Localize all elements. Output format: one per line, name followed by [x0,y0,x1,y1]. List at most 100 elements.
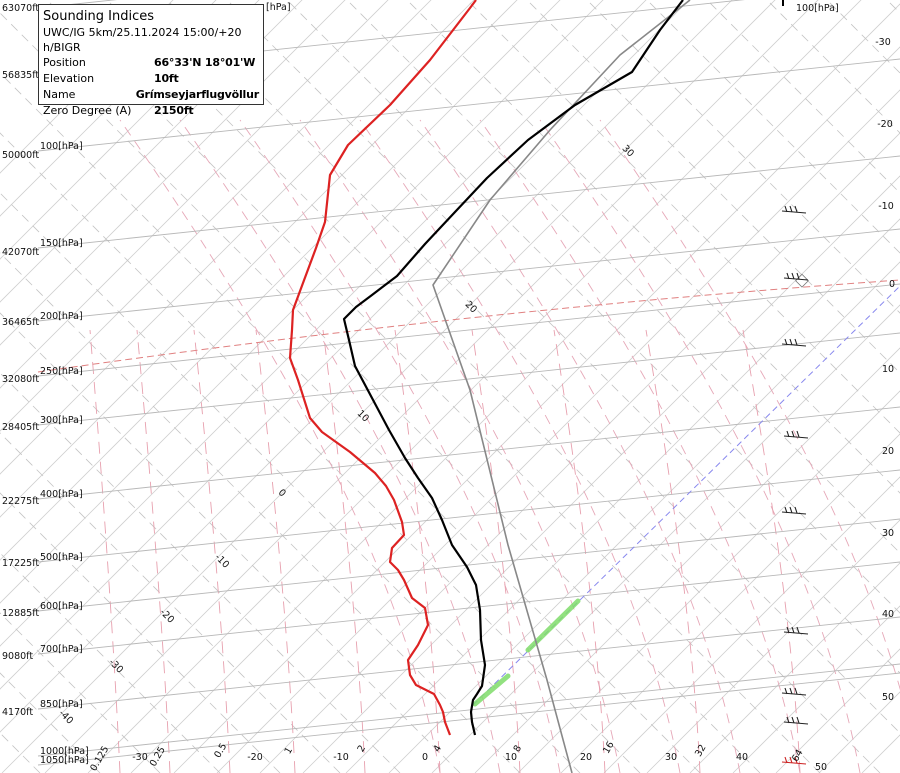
isotherm-line [474,347,900,773]
right-axis-tick: 40 [882,609,894,620]
wind-barb-feather [794,506,798,514]
isotherm-label: 30 [620,143,636,159]
isotherm-line [603,476,900,773]
isobar-line [37,663,900,757]
wind-barb [781,761,807,765]
isobar-line [37,332,900,426]
right-axis-tick: -30 [875,37,891,48]
wind-barb [783,277,809,281]
mixing-ratio-line [136,329,171,773]
wind-barb-feather [789,506,793,514]
isotherm-line [216,89,900,773]
info-row-name: Name Grímseyjarflugvöllur [43,87,259,103]
isotherm-label: 20 [463,299,479,315]
pressure-label: 850[hPa] [40,699,83,710]
dry-adiabat-line [346,0,900,554]
wind-barbs [781,0,809,765]
isotherm-line [259,132,900,773]
isotherm-line [44,0,819,773]
isotherm-line [173,46,900,773]
mixing-ratio-grid [89,329,801,773]
isotherm-line [388,261,900,773]
isobar-line [37,155,900,249]
wind-barb-feather [789,205,793,213]
altitude-label: 17225ft [2,558,39,569]
pressure-label: 300[hPa] [40,415,83,426]
x-tick-label: 30 [665,752,677,763]
wind-barb [783,631,809,635]
isotherm-line [646,519,900,773]
pressure-label: 150[hPa] [40,238,83,249]
isotherm-line [775,648,900,773]
pressure-label: 700[hPa] [40,644,83,655]
mixing-ratio-line [645,329,701,773]
wind-barb-feather [791,626,795,634]
dry-adiabat-line [466,0,900,434]
right-axis-tick: 30 [882,528,894,539]
pressure-label: 1000[hPa] [40,746,89,757]
sounding-indices-box: Sounding Indices UWC/IG 5km/25.11.2024 1… [38,4,264,117]
moist-adiabat-line [599,119,900,691]
wind-barb-feather [784,338,788,346]
pressure-label: 1050[hPa] [40,755,89,766]
dry-adiabat-line [766,0,900,134]
right-axis-tick: -20 [877,119,893,130]
altitude-label: 36465ft [2,317,39,328]
dewpoint-trace [288,0,477,736]
pressure-label: 100[hPa] [40,141,83,152]
info-label: Position [43,56,86,69]
moist-adiabat-line [539,119,861,773]
mixing-ratio-label: 0.25 [148,745,168,769]
info-label: Zero Degree (A) [43,104,132,117]
isotherm-line [0,0,518,518]
dry-adiabat-line [646,0,900,254]
mixing-ratio-line [742,329,801,773]
x-tick-label: 40 [736,752,748,763]
isotherm-line [517,390,900,773]
isotherm-line [302,175,900,773]
moist-adiabat-grid [119,119,900,773]
isotherm-label: -30 [106,657,125,676]
info-value: 2150ft [154,104,194,117]
x-tick-label: -10 [333,752,349,763]
wind-barb-feather [796,272,800,280]
altitude-label: 12885ft [2,608,39,619]
x-tick-label: 0 [422,752,428,763]
info-value: 10ft [154,72,179,85]
mixing-ratio-label: 0.5 [212,741,229,760]
wind-barb-feather [789,687,793,695]
altitude-label: 56835ft [2,70,39,81]
isotherm-line [345,218,900,773]
mixing-ratio-label: 32 [693,743,709,759]
mixing-ratio-label: 8 [512,743,525,754]
isotherm-line [0,0,475,475]
mixing-ratio-line [89,329,121,773]
mixing-ratio-line [255,329,296,773]
mixing-ratio-line [394,329,441,773]
altitude-label: 28405ft [2,422,39,433]
altitude-label: 32080ft [2,374,39,385]
wind-barb-feather [786,716,790,724]
right-axis-tick: 20 [882,446,894,457]
wind-barb [783,721,809,725]
moist-adiabat-line [239,119,561,773]
wind-barb-feather [796,716,800,724]
wind-barb-feather [789,756,793,764]
isotherm-line [0,0,346,346]
info-row-elevation: Elevation 10ft [43,71,259,87]
moist-adiabat-line [119,119,441,773]
isobar-line [37,616,900,710]
pressure-label: 100[hPa] [796,3,839,14]
isotherm-line [0,0,303,303]
pressure-label: [hPa] [266,2,291,13]
isotherm-line [0,0,432,432]
altitude-label: 50000ft [2,150,39,161]
dry-adiabat-line [706,0,900,194]
info-label: Name [43,88,76,101]
wind-barb [783,435,809,439]
wind-barb-feather [791,430,795,438]
wind-barb-feather [784,687,788,695]
